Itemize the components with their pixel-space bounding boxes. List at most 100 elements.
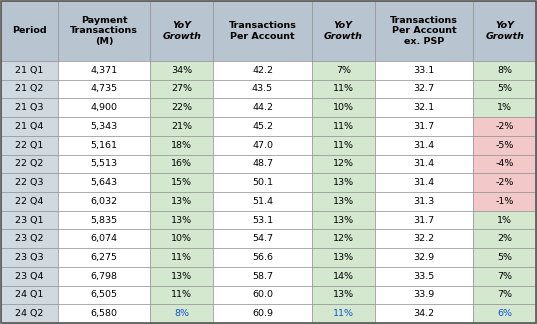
Text: 4,900: 4,900: [91, 103, 118, 112]
Bar: [58, 211, 150, 229]
Text: 31.4: 31.4: [413, 159, 434, 168]
Text: 12%: 12%: [333, 234, 354, 243]
Bar: [375, 285, 473, 304]
Text: 44.2: 44.2: [252, 103, 273, 112]
Text: 60.0: 60.0: [252, 290, 273, 299]
Bar: [473, 229, 536, 248]
Bar: [312, 155, 375, 173]
Text: 21 Q2: 21 Q2: [15, 85, 43, 94]
Bar: [473, 192, 536, 211]
Bar: [58, 61, 150, 80]
Bar: [473, 155, 536, 173]
Bar: [58, 267, 150, 285]
Text: 8%: 8%: [497, 66, 512, 75]
Bar: [473, 1, 536, 61]
Text: 24 Q2: 24 Q2: [15, 309, 43, 318]
Text: 27%: 27%: [171, 85, 192, 94]
Bar: [213, 155, 312, 173]
Text: 5%: 5%: [497, 253, 512, 262]
Bar: [375, 173, 473, 192]
Bar: [213, 192, 312, 211]
Text: Transactions
Per Account: Transactions Per Account: [229, 21, 296, 40]
Text: -2%: -2%: [496, 178, 514, 187]
Bar: [150, 80, 213, 98]
Bar: [213, 267, 312, 285]
Bar: [473, 98, 536, 117]
Bar: [375, 136, 473, 155]
Text: YoY
Growth: YoY Growth: [162, 21, 201, 40]
Bar: [213, 173, 312, 192]
Text: 22 Q2: 22 Q2: [15, 159, 43, 168]
Bar: [58, 80, 150, 98]
Text: 11%: 11%: [333, 141, 354, 150]
Text: 7%: 7%: [336, 66, 351, 75]
Text: 13%: 13%: [332, 197, 354, 206]
Bar: [375, 248, 473, 267]
Text: 7%: 7%: [497, 290, 512, 299]
Text: 50.1: 50.1: [252, 178, 273, 187]
Bar: [58, 136, 150, 155]
Text: 21 Q3: 21 Q3: [15, 103, 43, 112]
Text: 33.9: 33.9: [413, 290, 434, 299]
Bar: [375, 117, 473, 136]
Bar: [473, 61, 536, 80]
Bar: [58, 1, 150, 61]
Text: 15%: 15%: [171, 178, 192, 187]
Text: YoY
Growth: YoY Growth: [485, 21, 524, 40]
Text: 13%: 13%: [332, 178, 354, 187]
Text: 7%: 7%: [497, 272, 512, 281]
Bar: [213, 80, 312, 98]
Text: 12%: 12%: [333, 159, 354, 168]
Bar: [58, 285, 150, 304]
Text: 2%: 2%: [497, 234, 512, 243]
Text: 1%: 1%: [497, 215, 512, 225]
Text: 48.7: 48.7: [252, 159, 273, 168]
Text: 5%: 5%: [497, 85, 512, 94]
Text: 6,032: 6,032: [91, 197, 118, 206]
Bar: [150, 98, 213, 117]
Text: 13%: 13%: [171, 272, 192, 281]
Text: 45.2: 45.2: [252, 122, 273, 131]
Text: 14%: 14%: [333, 272, 354, 281]
Bar: [1, 229, 58, 248]
Text: 23 Q2: 23 Q2: [15, 234, 43, 243]
Bar: [473, 117, 536, 136]
Text: 6,798: 6,798: [91, 272, 118, 281]
Bar: [213, 211, 312, 229]
Bar: [1, 61, 58, 80]
Text: 32.7: 32.7: [413, 85, 434, 94]
Bar: [58, 173, 150, 192]
Bar: [375, 61, 473, 80]
Text: 24 Q1: 24 Q1: [15, 290, 43, 299]
Bar: [58, 117, 150, 136]
Bar: [473, 173, 536, 192]
Bar: [150, 248, 213, 267]
Bar: [58, 192, 150, 211]
Bar: [312, 117, 375, 136]
Text: 1%: 1%: [497, 103, 512, 112]
Text: -5%: -5%: [496, 141, 514, 150]
Bar: [1, 98, 58, 117]
Bar: [312, 229, 375, 248]
Text: 31.7: 31.7: [413, 122, 434, 131]
Bar: [473, 267, 536, 285]
Text: 31.4: 31.4: [413, 141, 434, 150]
Bar: [58, 229, 150, 248]
Text: 11%: 11%: [171, 253, 192, 262]
Bar: [58, 248, 150, 267]
Bar: [150, 229, 213, 248]
Text: 32.2: 32.2: [413, 234, 434, 243]
Bar: [1, 304, 58, 323]
Text: 43.5: 43.5: [252, 85, 273, 94]
Bar: [1, 248, 58, 267]
Bar: [213, 229, 312, 248]
Text: 47.0: 47.0: [252, 141, 273, 150]
Text: 5,835: 5,835: [91, 215, 118, 225]
Text: 4,735: 4,735: [91, 85, 118, 94]
Text: 6%: 6%: [497, 309, 512, 318]
Bar: [375, 192, 473, 211]
Text: 10%: 10%: [333, 103, 354, 112]
Text: Period: Period: [12, 27, 47, 35]
Text: 13%: 13%: [332, 290, 354, 299]
Bar: [375, 304, 473, 323]
